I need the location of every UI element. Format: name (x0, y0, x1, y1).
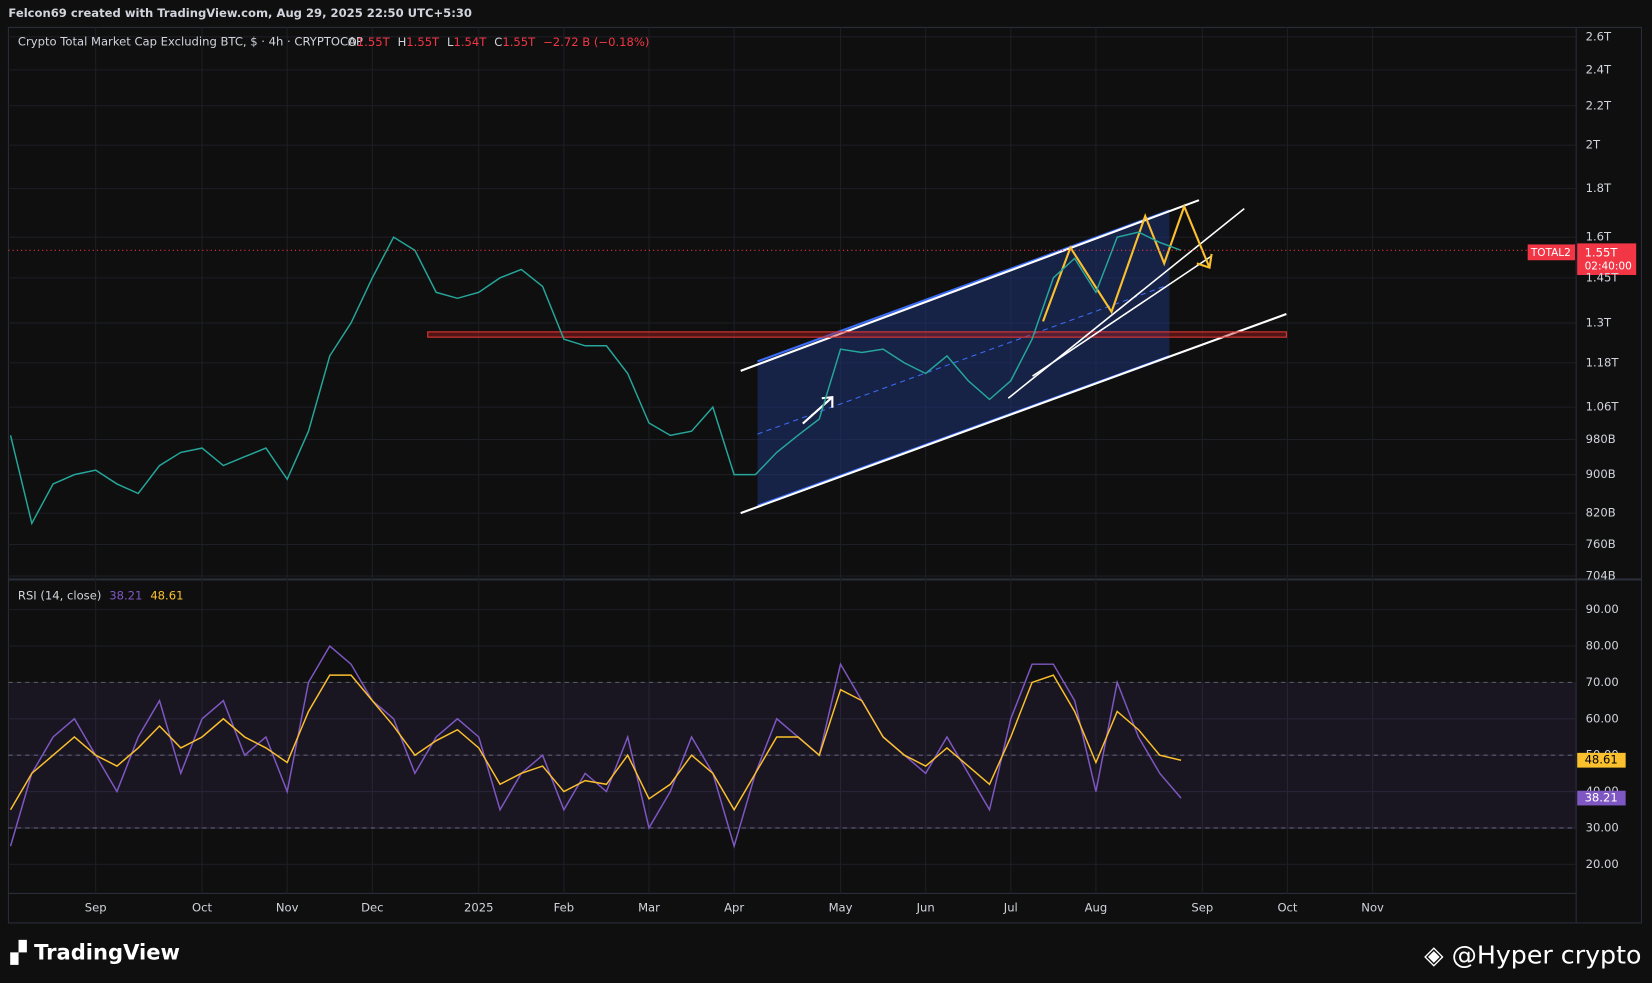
y-tick-label: 900B (1586, 467, 1616, 481)
value: 1.55T (502, 35, 536, 49)
change: −2.72 B (−0.18%) (543, 35, 649, 49)
x-tick-label: Sep (1191, 901, 1213, 915)
channel-fill (757, 208, 1170, 506)
watermark: ◈ @Hyper crypto (1424, 941, 1641, 970)
price-tag-text: 1.55T (1585, 245, 1619, 259)
label: RSI (14, close) (18, 588, 101, 602)
y-tick-label: 1.6T (1586, 230, 1612, 244)
label: O (348, 35, 357, 49)
x-tick-label: Feb (554, 901, 575, 915)
projection-arrowhead (1196, 253, 1213, 270)
y-tick-label: 1.18T (1586, 355, 1620, 369)
value-tag (1577, 790, 1626, 806)
value-tag-text: 38.21 (1585, 791, 1618, 805)
arrow (802, 396, 834, 425)
y-tick-label: 2T (1586, 138, 1601, 152)
x-tick-label: Dec (361, 901, 383, 915)
series-line (9, 231, 1182, 526)
x-tick-label: Jul (1003, 901, 1018, 915)
y-tick-label: 20.00 (1586, 857, 1619, 871)
plot (8, 231, 1528, 849)
y-tick-label: 2.4T (1586, 62, 1612, 76)
y-tick-label: 2.2T (1586, 98, 1612, 112)
y-tick-label: 90.00 (1586, 602, 1619, 616)
y-tick-label: 1.45T (1586, 270, 1620, 284)
value: 1.55T (406, 35, 440, 49)
x-tick-label: Aug (1085, 901, 1108, 915)
rsi-title: RSI (14, close) 38.21 48.61 (18, 588, 184, 602)
symbol-tag (1527, 244, 1576, 261)
label: C (494, 35, 502, 49)
series-line (9, 674, 1182, 812)
projection-path (1042, 203, 1211, 322)
x-tick-label: Oct (1277, 901, 1297, 915)
watermark-text: @Hyper crypto (1452, 941, 1642, 970)
y-tick-label: 760B (1586, 537, 1616, 551)
y-tick-label: 1.8T (1586, 181, 1612, 195)
label: H (398, 35, 407, 49)
symbol-title: Crypto Total Market Cap Excluding BTC, $… (18, 35, 363, 49)
brand: ▞ TradingView (10, 939, 180, 965)
x-tick-label: Apr (724, 901, 744, 915)
ohlc-legend: O1.55T H1.55T L1.54T C1.55T −2.72 B (−0.… (348, 35, 650, 49)
y-tick-label: 30.00 (1586, 820, 1619, 834)
countdown: 02:40:00 (1585, 261, 1632, 273)
x-tick-label: May (829, 901, 853, 915)
ma-value: 48.61 (150, 588, 183, 602)
rsi-value: 38.21 (109, 588, 142, 602)
x-tick-label: 2025 (464, 901, 493, 915)
drawings (427, 199, 1287, 515)
y-tick-label: 1.3T (1586, 315, 1612, 329)
x-tick-label: Nov (1361, 901, 1384, 915)
x-tick-label: Oct (192, 901, 212, 915)
brand-text: TradingView (34, 939, 180, 964)
y-tick-label: 704B (1586, 569, 1616, 583)
y-tick-label: 80.00 (1586, 639, 1619, 653)
y-tick-label: 70.00 (1586, 675, 1619, 689)
x-tick-label: Mar (638, 901, 660, 915)
x-tick-label: Jun (916, 901, 935, 915)
x-tick-label: Sep (85, 901, 107, 915)
header: Felcon69 created with TradingView.com, A… (8, 6, 472, 20)
value-tag (1577, 752, 1626, 768)
x-tick-label: Nov (276, 901, 299, 915)
y-tick-label: 2.6T (1586, 29, 1612, 43)
grid (8, 27, 1577, 894)
y-tick-label: 1.06T (1586, 400, 1620, 414)
label: L (447, 35, 454, 49)
symbol-tag-text: TOTAL2 (1530, 247, 1571, 259)
value: 1.54T (453, 35, 487, 49)
channel-midline (757, 283, 1170, 435)
trendline (740, 312, 1287, 515)
value-tag-text: 48.61 (1585, 753, 1618, 767)
rsi-band (8, 682, 1577, 830)
resistance-zone (427, 331, 1287, 338)
y-tick-label: 60.00 (1586, 711, 1619, 725)
y-tick-label: 980B (1586, 432, 1616, 446)
price-tag (1577, 243, 1637, 275)
trendline (740, 199, 1200, 372)
wedge-line (1032, 255, 1213, 377)
y-tick-label: 820B (1586, 506, 1616, 520)
value: 1.55T (357, 35, 391, 49)
